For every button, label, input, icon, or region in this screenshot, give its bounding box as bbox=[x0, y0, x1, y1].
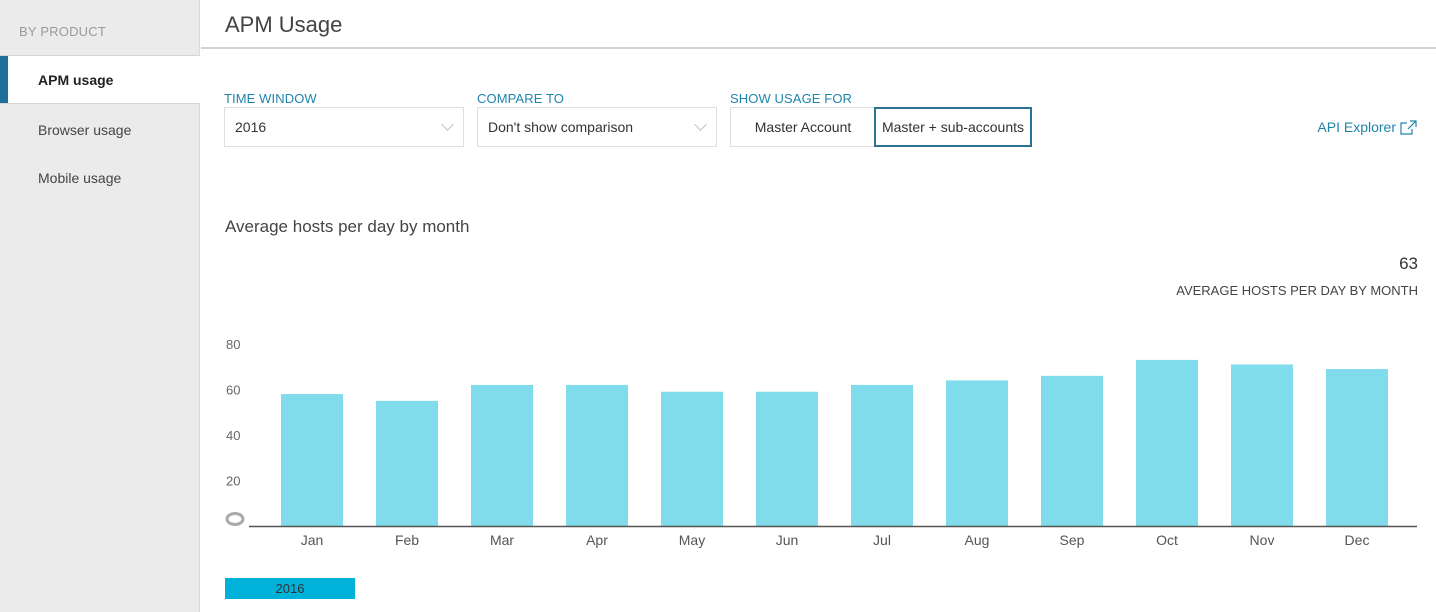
sidebar-item-label: Mobile usage bbox=[38, 170, 122, 186]
master-account-button[interactable]: Master Account bbox=[730, 107, 876, 147]
bar-dec[interactable] bbox=[1326, 369, 1388, 526]
x-tick-label: May bbox=[679, 532, 705, 548]
page-title: APM Usage bbox=[225, 12, 343, 37]
bar-nov[interactable] bbox=[1231, 364, 1293, 526]
compare-to-label: COMPARE TO bbox=[477, 91, 564, 106]
sidebar-item-apm-usage[interactable]: APM usage bbox=[0, 56, 200, 104]
chart-title: Average hosts per day by month bbox=[225, 217, 470, 236]
bar-jan[interactable] bbox=[281, 394, 343, 526]
sidebar-heading: BY PRODUCT bbox=[0, 0, 199, 56]
sidebar-item-browser-usage[interactable]: Browser usage bbox=[0, 106, 199, 154]
x-tick-label: Oct bbox=[1156, 532, 1178, 548]
bar-jul[interactable] bbox=[851, 384, 913, 526]
x-tick-label: Sep bbox=[1060, 532, 1085, 548]
zero-marker-icon bbox=[225, 512, 245, 526]
y-tick-label: 20 bbox=[226, 474, 240, 489]
x-tick-label: Aug bbox=[965, 532, 990, 548]
y-tick-label: 80 bbox=[226, 337, 240, 352]
legend-item-2016[interactable]: 2016 bbox=[225, 578, 355, 599]
sidebar: BY PRODUCT APM usage Browser usage Mobil… bbox=[0, 0, 200, 612]
master-account-label: Master Account bbox=[754, 119, 852, 135]
summary-value: 63 bbox=[1399, 254, 1418, 273]
time-window-value: 2016 bbox=[235, 119, 267, 135]
time-window-label: TIME WINDOW bbox=[224, 91, 317, 106]
bar-feb[interactable] bbox=[376, 400, 438, 526]
api-explorer-label: API Explorer bbox=[1317, 119, 1396, 135]
show-usage-for-label: SHOW USAGE FOR bbox=[730, 91, 853, 106]
external-link-icon bbox=[1400, 119, 1417, 135]
x-tick-label: Jan bbox=[301, 532, 324, 548]
legend-label: 2016 bbox=[275, 581, 305, 596]
sidebar-item-label: Browser usage bbox=[38, 122, 132, 138]
x-tick-label: Feb bbox=[395, 532, 419, 548]
x-tick-label: Dec bbox=[1345, 532, 1370, 548]
x-tick-label: Jun bbox=[776, 532, 799, 548]
x-tick-label: Mar bbox=[490, 532, 514, 548]
y-tick-label: 40 bbox=[226, 428, 240, 443]
chevron-down-icon bbox=[694, 118, 707, 131]
x-tick-label: Nov bbox=[1250, 532, 1275, 548]
title-divider bbox=[201, 47, 1436, 49]
bar-chart: 20 40 60 80 Jan Feb Mar Apr May Jun Jul Aug Sep Oct No… bbox=[225, 337, 1417, 548]
api-explorer-link[interactable]: API Explorer bbox=[1317, 119, 1417, 135]
bar-oct[interactable] bbox=[1136, 359, 1198, 526]
bar-may[interactable] bbox=[661, 391, 723, 526]
time-window-select[interactable]: 2016 bbox=[224, 107, 464, 147]
sidebar-item-label: APM usage bbox=[38, 71, 114, 88]
main-content: APM Usage TIME WINDOW 2016 COMPARE TO Do… bbox=[201, 0, 1436, 612]
bar-aug[interactable] bbox=[946, 380, 1008, 526]
master-sub-accounts-label: Master + sub-accounts bbox=[881, 119, 1024, 135]
master-sub-accounts-button[interactable]: Master + sub-accounts bbox=[874, 107, 1032, 147]
chevron-down-icon bbox=[441, 118, 454, 131]
sidebar-item-mobile-usage[interactable]: Mobile usage bbox=[0, 154, 199, 202]
bar-jun[interactable] bbox=[756, 391, 818, 526]
x-tick-label: Jul bbox=[873, 532, 891, 548]
summary-label: AVERAGE HOSTS PER DAY BY MONTH bbox=[1176, 283, 1418, 298]
x-tick-label: Apr bbox=[586, 532, 608, 548]
bar-sep[interactable] bbox=[1041, 375, 1103, 526]
bar-apr[interactable] bbox=[566, 384, 628, 526]
compare-to-value: Don't show comparison bbox=[488, 119, 634, 135]
compare-to-select[interactable]: Don't show comparison bbox=[477, 107, 717, 147]
bar-mar[interactable] bbox=[471, 384, 533, 526]
y-tick-label: 60 bbox=[226, 383, 240, 398]
